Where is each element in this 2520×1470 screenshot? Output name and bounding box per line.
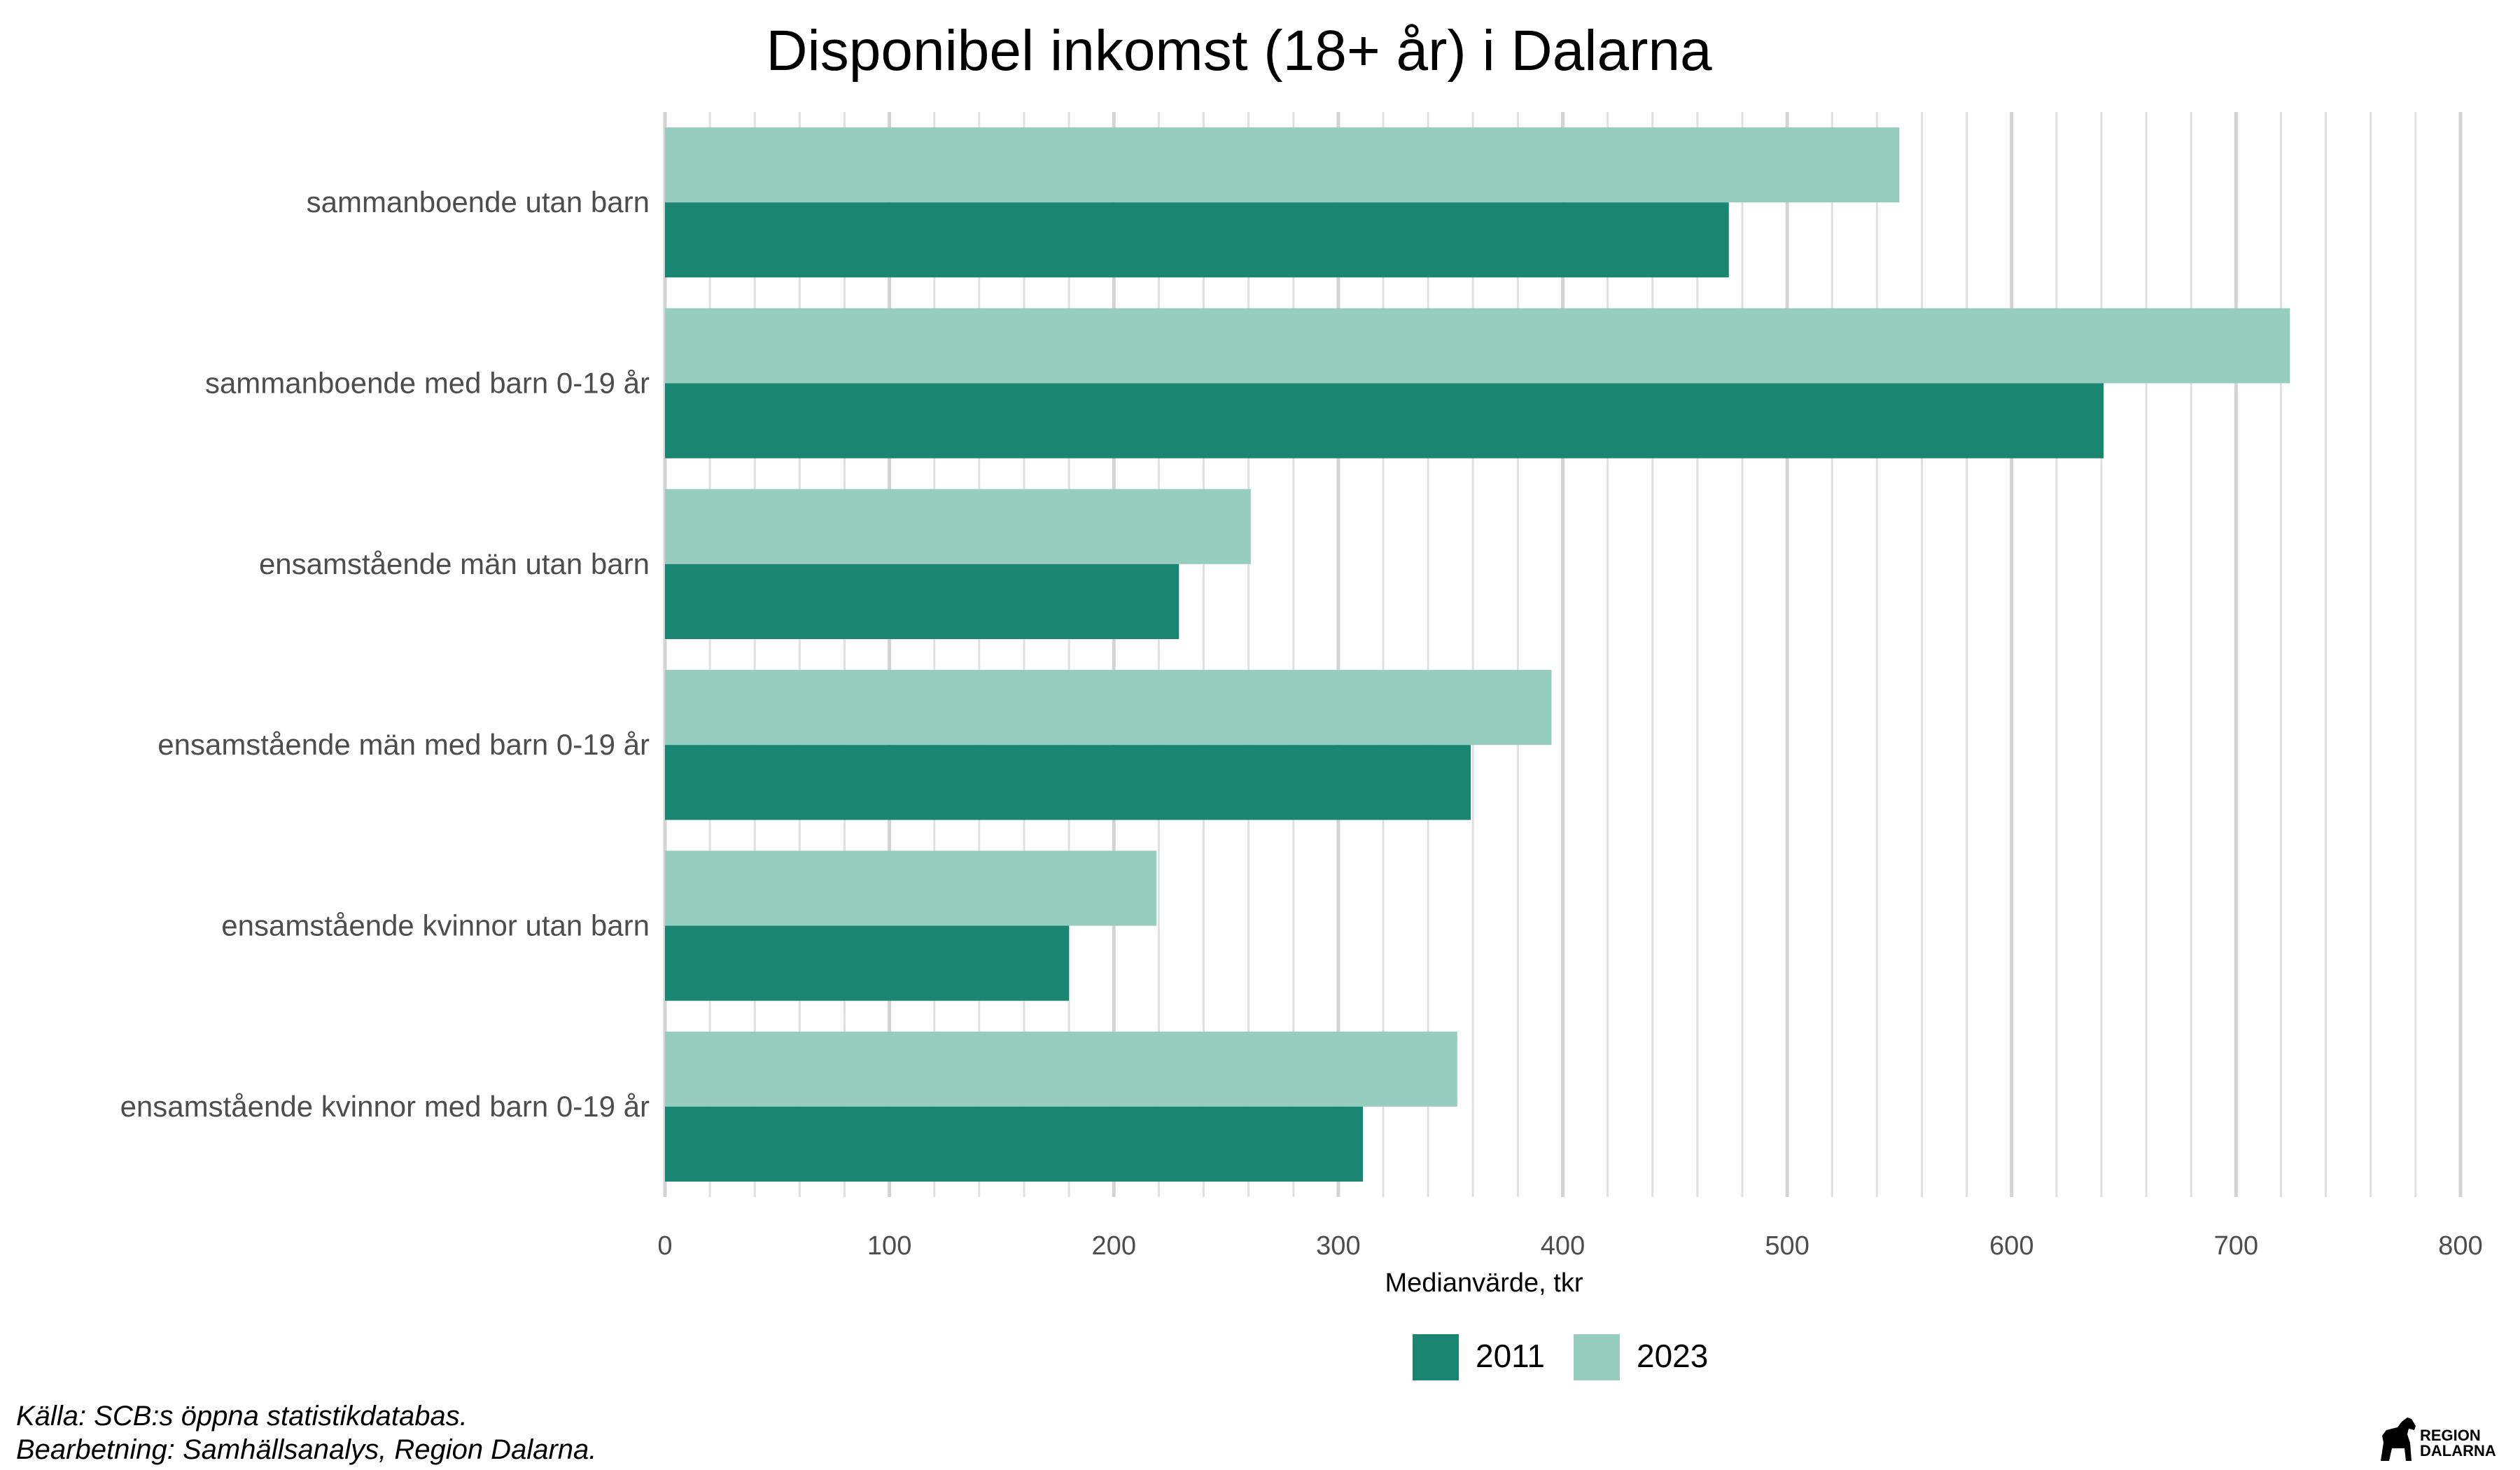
x-tick-label: 400	[1541, 1231, 1585, 1261]
x-tick-label: 700	[2214, 1231, 2258, 1261]
x-axis-label: Medianvärde, tkr	[1385, 1268, 1583, 1298]
bar-2011	[665, 383, 2104, 458]
x-tick-label: 500	[1765, 1231, 1809, 1261]
bars	[665, 127, 2290, 1182]
bar-2023	[665, 1031, 1457, 1107]
chart-title: Disponibel inkomst (18+ år) i Dalarna	[766, 19, 1712, 83]
x-tick-label: 600	[1989, 1231, 2033, 1261]
legend-swatch-2023	[1574, 1334, 1620, 1380]
grid	[663, 112, 2463, 1197]
bar-2023	[665, 127, 1900, 203]
x-tick-label: 100	[867, 1231, 911, 1261]
processing-caption: Bearbetning: Samhällsanalys, Region Dala…	[16, 1434, 597, 1465]
category-label: ensamstående kvinnor utan barn	[221, 909, 650, 942]
bar-2011	[665, 745, 1471, 820]
bar-2023	[665, 850, 1157, 926]
bar-2011	[665, 925, 1070, 1001]
x-tick-label: 0	[657, 1231, 672, 1261]
bar-2023	[665, 308, 2290, 384]
legend-label-2011: 2011	[1476, 1338, 1545, 1374]
logo-text-dalarna: DALARNA	[2420, 1442, 2496, 1460]
legend: 2011 2023	[1413, 1334, 1708, 1380]
x-tick-label: 300	[1316, 1231, 1360, 1261]
bar-2011	[665, 1106, 1364, 1182]
category-label: sammanboende utan barn	[307, 186, 650, 218]
category-label: ensamstående män med barn 0-19 år	[158, 728, 650, 761]
region-dalarna-logo: REGION DALARNA	[2376, 1410, 2510, 1466]
x-tick-label: 200	[1092, 1231, 1136, 1261]
bar-2023	[665, 670, 1552, 746]
category-label: sammanboende med barn 0-19 år	[205, 367, 650, 400]
x-tick-label: 800	[2438, 1231, 2482, 1261]
x-axis-ticks: 0 100 200 300 400 500 600 700 800	[657, 1231, 2482, 1261]
logo-text-region: REGION	[2420, 1427, 2481, 1444]
legend-label-2023: 2023	[1637, 1338, 1708, 1374]
bar-2011	[665, 202, 1729, 278]
category-label: ensamstående kvinnor med barn 0-19 år	[120, 1090, 650, 1123]
source-caption: Källa: SCB:s öppna statistikdatabas.	[16, 1401, 468, 1432]
legend-swatch-2011	[1413, 1334, 1459, 1380]
category-labels: sammanboende utan barn sammanboende med b…	[120, 186, 650, 1123]
category-label: ensamstående män utan barn	[259, 547, 650, 580]
bar-2011	[665, 564, 1180, 639]
bar-2023	[665, 489, 1251, 564]
dala-horse-icon	[2381, 1418, 2416, 1461]
